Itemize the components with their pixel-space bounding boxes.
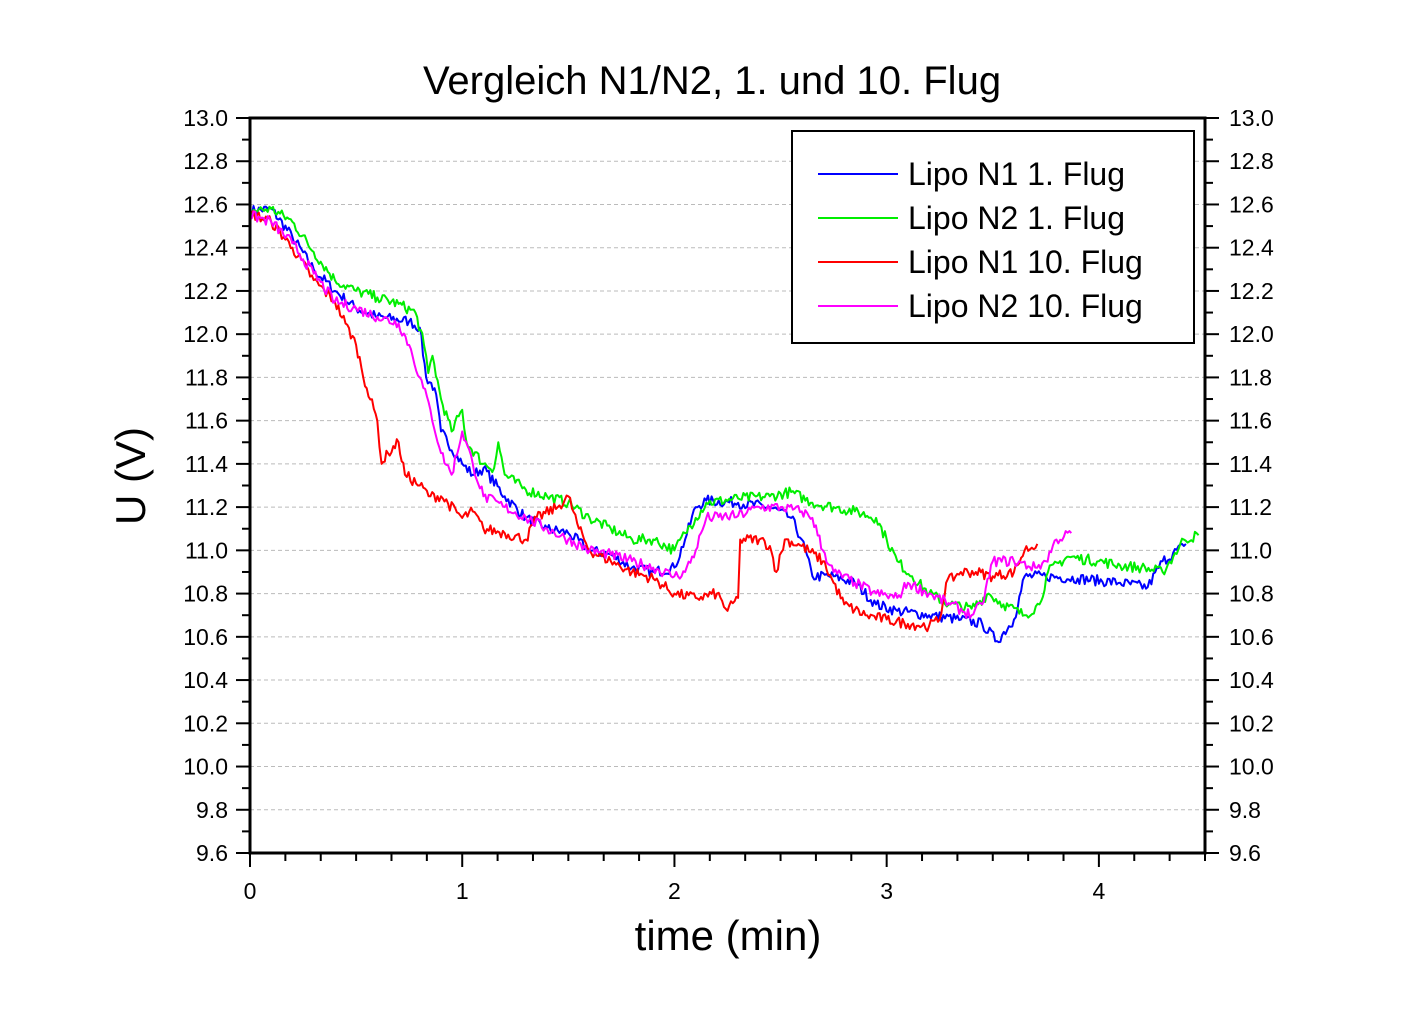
- y-tick-label-right: 12.4: [1229, 235, 1274, 261]
- y-tick-label-right: 10.2: [1229, 710, 1274, 736]
- y-tick-label: 12.2: [183, 278, 228, 304]
- x-tick-label: 0: [244, 878, 257, 904]
- y-tick-label: 10.2: [183, 710, 228, 736]
- series-line-4: [249, 210, 1073, 620]
- y-tick-label: 12.0: [183, 321, 228, 347]
- y-tick-label-right: 11.6: [1229, 408, 1272, 434]
- series-line-1: [249, 205, 1187, 644]
- y-tick-label-right: 12.2: [1229, 278, 1274, 304]
- x-tick-label: 2: [668, 878, 681, 904]
- y-tick-label-right: 9.6: [1229, 840, 1261, 866]
- legend-label: Lipo N2 1. Flug: [908, 200, 1125, 236]
- y-tick-label: 10.0: [183, 754, 228, 780]
- x-tick-label: 4: [1092, 878, 1105, 904]
- series-group: [249, 205, 1200, 644]
- y-tick-label: 12.8: [183, 148, 228, 174]
- y-tick-label-right: 10.6: [1229, 624, 1274, 650]
- y-tick-label: 11.0: [185, 537, 228, 563]
- legend: Lipo N1 1. Flug Lipo N2 1. Flug Lipo N1 10…: [791, 130, 1195, 344]
- y-axis-label: U (V): [107, 427, 154, 525]
- x-tick-label: 1: [456, 878, 469, 904]
- y-tick-label-right: 10.8: [1229, 581, 1274, 607]
- y-tick-label-right: 10.0: [1229, 754, 1274, 780]
- y-tick-label: 13.0: [183, 105, 228, 131]
- y-tick-label-right: 11.4: [1229, 451, 1272, 477]
- y-tick-label-right: 11.8: [1229, 364, 1272, 390]
- y-tick-label-right: 12.0: [1229, 321, 1274, 347]
- y-tick-label-right: 10.4: [1229, 667, 1274, 693]
- chart-title: Vergleich N1/N2, 1. und 10. Flug: [423, 59, 1001, 103]
- x-tick-label: 3: [880, 878, 893, 904]
- y-tick-label-right: 12.8: [1229, 148, 1274, 174]
- y-tick-label: 10.6: [183, 624, 228, 650]
- y-tick-label: 9.6: [196, 840, 228, 866]
- y-tick-label-right: 13.0: [1229, 105, 1274, 131]
- y-tick-label: 11.6: [185, 408, 228, 434]
- y-tick-label-right: 11.0: [1229, 537, 1272, 563]
- y-tick-label: 10.4: [183, 667, 228, 693]
- y-tick-label: 11.8: [185, 364, 228, 390]
- series-line-2: [249, 205, 1200, 619]
- grid-lines: [250, 160, 1205, 811]
- y-tick-label: 9.8: [196, 797, 228, 823]
- series-line-3: [249, 210, 1039, 633]
- y-tick-label: 10.8: [183, 581, 228, 607]
- axis-ticks: 9.6 9.6 9.8 9.8 10.0 10.0 10.2 10.2 10.4 10.4 10.6…: [183, 105, 1274, 904]
- y-tick-label: 11.2: [185, 494, 228, 520]
- y-tick-label-right: 12.6: [1229, 191, 1274, 217]
- legend-label: Lipo N2 10. Flug: [908, 288, 1143, 324]
- legend-box: [791, 130, 1195, 344]
- y-tick-label: 12.4: [183, 235, 228, 261]
- legend-label: Lipo N1 10. Flug: [908, 244, 1143, 280]
- y-tick-label-right: 9.8: [1229, 797, 1261, 823]
- y-tick-label: 12.6: [183, 191, 228, 217]
- y-tick-label: 11.4: [185, 451, 228, 477]
- legend-label: Lipo N1 1. Flug: [908, 156, 1125, 192]
- x-axis-label: time (min): [635, 912, 822, 959]
- y-tick-label-right: 11.2: [1229, 494, 1272, 520]
